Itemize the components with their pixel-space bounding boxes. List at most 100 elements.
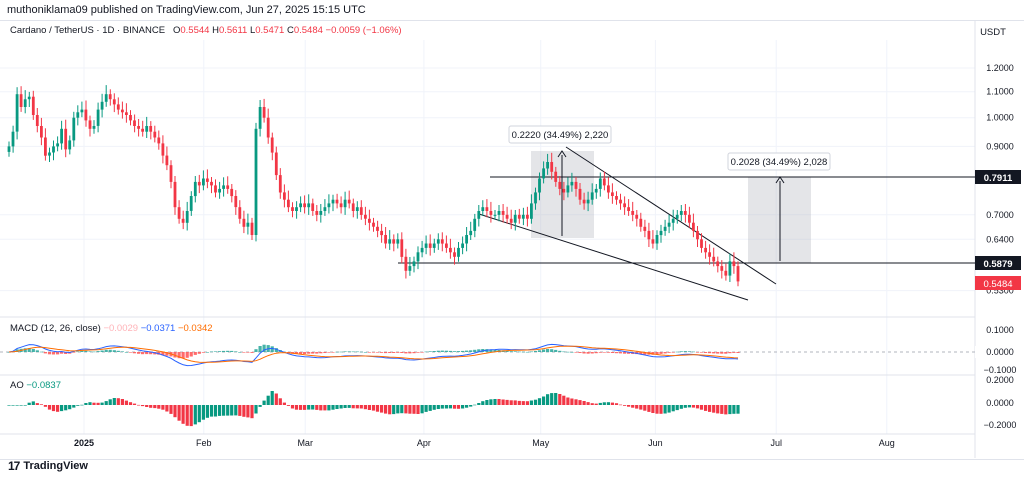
candle-body-57 <box>238 207 242 219</box>
tradingview-logo-icon: 17 <box>8 459 20 473</box>
macd-hist-bar-4 <box>23 348 27 352</box>
ao-bar-46 <box>193 405 197 425</box>
ao-bar-4 <box>23 405 27 406</box>
ao-bar-31 <box>132 403 137 405</box>
candle-body-97 <box>400 239 404 257</box>
ao-bar-120 <box>493 399 497 405</box>
trendline-lower[interactable] <box>478 213 749 301</box>
ao-bar-179 <box>732 405 736 414</box>
candle-body-148 <box>607 185 610 193</box>
candle-body-128 <box>526 214 529 219</box>
macd-hist-bar-115 <box>473 349 477 352</box>
ao-bar-5 <box>27 402 31 405</box>
symbol-legend[interactable]: Cardano / TetherUS · 1D · BINANCE O0.554… <box>10 25 402 36</box>
ao-bar-93 <box>384 405 388 414</box>
candle-body-99 <box>408 266 412 271</box>
ao-bar-0 <box>7 405 11 406</box>
ao-bar-36 <box>153 405 157 409</box>
macd-axis-tick-1: 0.1000 <box>986 325 1014 335</box>
candle-body-91 <box>376 226 379 231</box>
close-label: C <box>286 25 294 36</box>
low-label: L <box>249 25 256 36</box>
candle-body-56 <box>234 196 238 208</box>
candle-body-82 <box>339 203 343 208</box>
ao-bar-104 <box>428 405 432 411</box>
macd-hist-bar-14 <box>64 352 68 354</box>
macd-hist-bar-107 <box>440 350 444 352</box>
candle-body-65 <box>270 137 274 153</box>
measure-range-2-label: 0.2028 (34.49%) 2,028 <box>731 157 828 168</box>
ao-bar-10 <box>47 405 52 410</box>
ao-bar-131 <box>537 398 542 405</box>
candle-body-179 <box>732 261 736 267</box>
ao-histogram <box>7 391 740 427</box>
macd-hist-bar-174 <box>712 352 716 354</box>
ao-legend[interactable]: AO −0.0837 <box>10 380 61 391</box>
currency-button[interactable]: USDT <box>980 27 1006 38</box>
macd-hist-bar-141 <box>578 352 582 353</box>
macd-hist-bar-11 <box>51 352 56 355</box>
ao-bar-126 <box>517 400 521 405</box>
ao-bar-103 <box>424 405 428 412</box>
candle-body-115 <box>473 218 477 231</box>
time-axis[interactable]: 2025 Feb Mar Apr May Jun Jul Aug <box>74 438 895 448</box>
ao-bar-152 <box>623 405 627 406</box>
ao-bar-105 <box>432 405 436 410</box>
candle-body-30 <box>129 115 132 121</box>
ao-bar-17 <box>76 405 80 406</box>
ao-bar-53 <box>222 405 226 416</box>
macd-hist-bar-28 <box>120 351 124 352</box>
macd-hist-bar-55 <box>230 350 234 352</box>
macd-hist-bar-21 <box>92 351 96 353</box>
ao-bar-35 <box>149 405 153 408</box>
macd-hist-bar-22 <box>96 351 100 352</box>
footer-brand[interactable]: 17 TradingView <box>8 459 88 473</box>
candle-body-84 <box>347 199 351 204</box>
macd-hist-bar-89 <box>367 352 371 353</box>
ao-bar-21 <box>92 402 96 405</box>
trendline-upper[interactable] <box>565 146 777 285</box>
macd-hist-bar-162 <box>663 352 667 354</box>
candle-body-95 <box>392 239 396 244</box>
ao-bar-12 <box>56 405 60 412</box>
ao-bar-29 <box>124 400 128 405</box>
ao-bar-125 <box>513 400 517 405</box>
macd-legend[interactable]: MACD (12, 26, close) −0.0029 −0.0371 −0.… <box>10 323 213 334</box>
macd-hist-bar-143 <box>586 352 590 354</box>
vertical-grid <box>83 40 888 434</box>
ao-bar-40 <box>169 405 173 414</box>
macd-hist-bar-9 <box>43 352 47 354</box>
ao-bar-180 <box>736 405 740 414</box>
macd-hist-bar-156 <box>639 352 643 355</box>
candle-body-156 <box>639 218 643 227</box>
macd-hist-bar-101 <box>416 352 420 353</box>
macd-hist-bar-86 <box>355 351 359 353</box>
candle-body-155 <box>635 214 639 219</box>
candle-body-163 <box>667 222 671 227</box>
price-axis[interactable]: 1.2000 1.1000 1.0000 0.9000 0.7000 0.6400 0.53… <box>986 63 1014 296</box>
ao-bar-162 <box>663 405 667 414</box>
candle-body-77 <box>319 211 323 215</box>
macd-hist-bar-83 <box>343 351 347 352</box>
candle-body-68 <box>283 192 286 200</box>
currency-button-bg[interactable] <box>978 24 1018 38</box>
macd-hist-bar-110 <box>452 351 457 352</box>
macd-hist-bar-79 <box>327 352 331 353</box>
ao-bar-63 <box>262 400 266 405</box>
candle-body-106 <box>436 239 440 244</box>
macd-hist-bar-134 <box>550 349 554 352</box>
macd-hist-bar-66 <box>274 348 278 352</box>
ao-bar-9 <box>43 405 47 407</box>
candle-body-108 <box>445 243 448 248</box>
macd-hist-bar-100 <box>412 352 416 354</box>
ao-bar-68 <box>282 402 286 405</box>
candle-body-33 <box>141 128 144 132</box>
ao-bar-168 <box>687 405 691 408</box>
ao-bar-137 <box>562 395 566 405</box>
macd-hist-bar-75 <box>311 352 315 354</box>
macd-hist-bar-136 <box>558 350 562 352</box>
ao-bar-24 <box>104 401 108 405</box>
ao-bar-127 <box>521 401 525 405</box>
candle-body-44 <box>185 211 189 223</box>
